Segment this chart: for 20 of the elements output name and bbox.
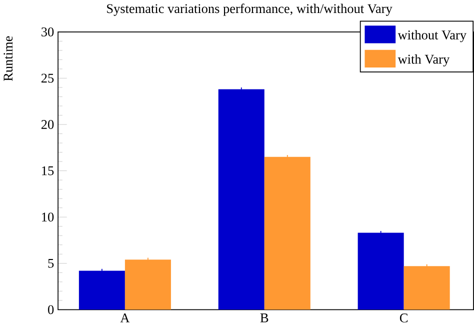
bar <box>404 266 450 310</box>
bar <box>124 260 171 310</box>
x-tick-label: C <box>400 313 408 322</box>
y-tick-label: 0 <box>48 305 54 314</box>
y-axis-title: Runtime <box>4 36 13 81</box>
legend-label: without Vary <box>398 30 466 42</box>
y-tick-label: 5 <box>48 258 54 268</box>
y-tick-label: 30 <box>42 27 54 36</box>
bar <box>264 156 310 310</box>
y-tick-label: 20 <box>41 120 54 129</box>
chart-title: Systematic variations performance, with/without Vary <box>107 4 392 16</box>
y-tick-label: 25 <box>41 74 54 83</box>
bar <box>78 270 125 310</box>
y-tick-label: 10 <box>42 212 54 222</box>
legend-label: with Vary <box>398 54 450 66</box>
bar <box>218 89 264 310</box>
x-tick-label: A <box>120 314 130 322</box>
bar <box>358 232 404 310</box>
x-tick-label: B <box>260 314 268 322</box>
y-tick-label: 15 <box>42 166 54 176</box>
